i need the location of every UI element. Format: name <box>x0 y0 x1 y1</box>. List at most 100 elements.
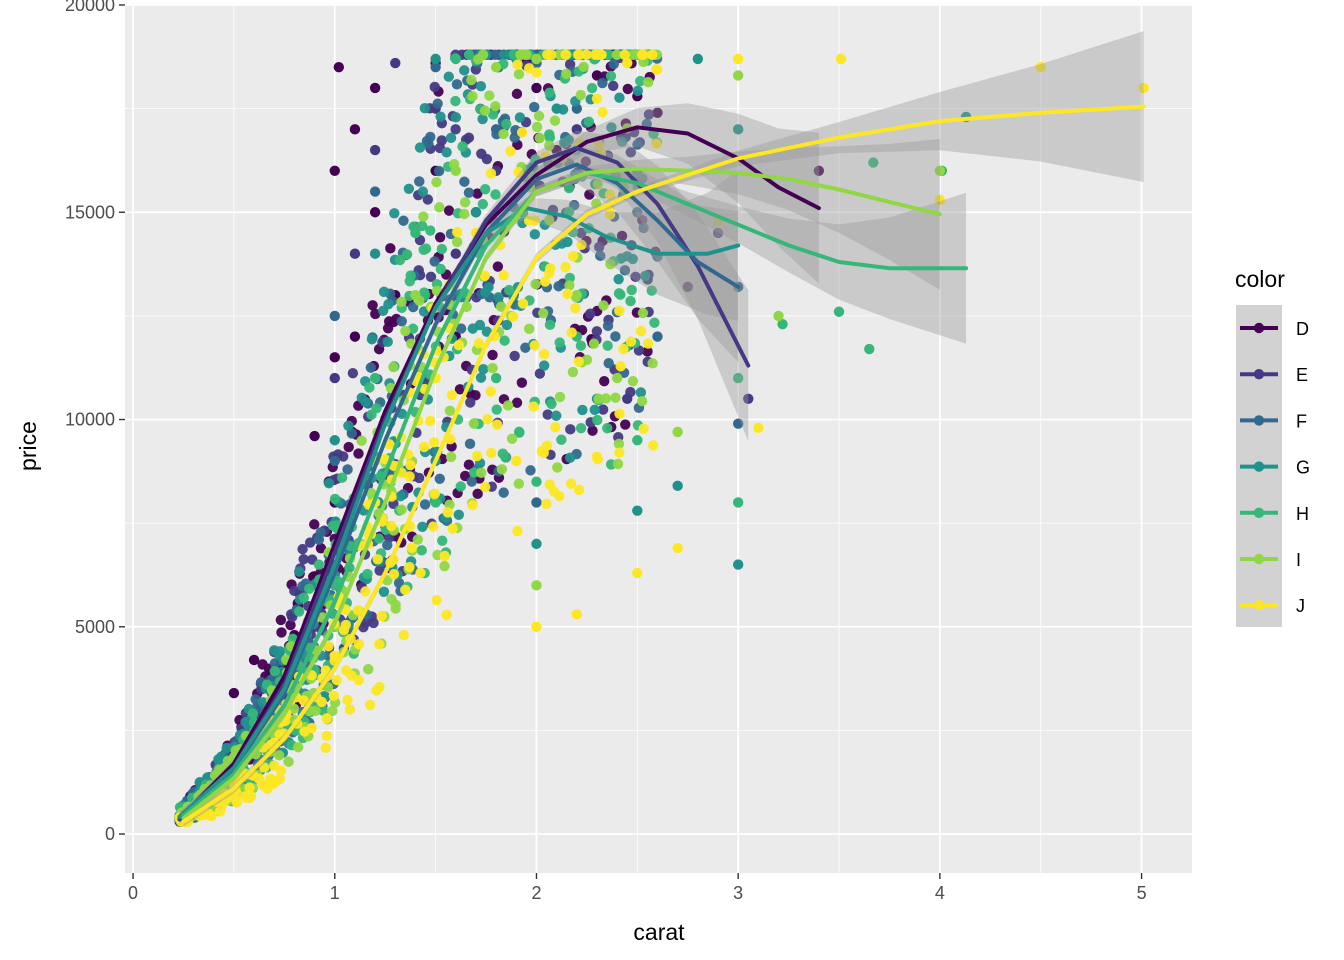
data-point <box>490 189 501 200</box>
data-point <box>489 49 501 60</box>
data-point <box>369 248 381 259</box>
data-point <box>439 560 450 572</box>
data-point <box>298 554 309 565</box>
data-point <box>304 583 315 594</box>
data-point <box>369 82 381 94</box>
data-point <box>269 658 281 669</box>
data-point <box>429 256 440 267</box>
data-point <box>418 441 430 453</box>
data-point <box>434 232 446 243</box>
data-point <box>503 284 515 296</box>
data-point <box>481 326 493 337</box>
data-point <box>565 424 576 435</box>
data-point <box>389 208 400 219</box>
data-point <box>562 288 573 300</box>
data-point <box>349 248 361 259</box>
y-tick-label: 15000 <box>65 202 115 222</box>
data-point <box>622 83 633 95</box>
data-point <box>445 132 457 144</box>
data-point <box>576 227 587 239</box>
x-axis-title: carat <box>633 919 685 945</box>
legend-label: J <box>1296 596 1305 616</box>
y-tick-label: 20000 <box>65 0 115 15</box>
legend: color D E F G H I J <box>1235 266 1310 627</box>
data-point <box>573 484 585 496</box>
data-point <box>651 64 663 75</box>
data-point <box>369 372 381 384</box>
data-point <box>364 382 375 393</box>
data-point <box>625 336 637 347</box>
data-point <box>531 538 542 550</box>
data-point <box>627 375 639 387</box>
data-point <box>529 101 540 113</box>
data-point <box>490 124 502 135</box>
data-point <box>573 356 584 367</box>
data-point <box>550 422 561 433</box>
legend-items: D E F G H I J <box>1236 307 1310 627</box>
x-axis: 0 1 2 3 4 5 <box>128 873 1147 903</box>
legend-key-point <box>1253 553 1265 565</box>
data-point <box>732 559 744 570</box>
data-point <box>511 88 523 100</box>
legend-label: D <box>1296 319 1309 339</box>
data-point <box>479 481 491 493</box>
data-point <box>618 343 629 355</box>
y-axis-title: price <box>15 421 41 471</box>
data-point <box>447 523 458 534</box>
data-point <box>581 49 592 60</box>
data-point <box>491 404 502 415</box>
data-point <box>338 624 350 636</box>
data-point <box>405 270 416 281</box>
data-point <box>396 504 407 515</box>
data-point <box>450 53 461 65</box>
data-point <box>283 756 294 767</box>
data-point <box>591 451 603 463</box>
legend-item-I: I <box>1236 538 1301 580</box>
data-point <box>475 467 487 479</box>
data-point <box>635 387 647 398</box>
data-point <box>424 415 436 427</box>
data-point <box>468 418 480 429</box>
data-point <box>276 627 287 638</box>
data-point <box>682 281 693 293</box>
data-point <box>672 480 683 492</box>
data-point <box>732 418 744 429</box>
data-point <box>454 384 466 395</box>
data-point <box>507 311 519 322</box>
y-axis: 0 5000 10000 15000 20000 <box>65 0 125 844</box>
data-point <box>422 194 433 205</box>
data-point <box>353 448 364 459</box>
data-point <box>431 177 442 188</box>
data-point <box>363 664 374 675</box>
data-point <box>1138 82 1149 94</box>
data-point <box>712 227 724 239</box>
data-point <box>376 610 388 622</box>
data-point <box>544 129 555 140</box>
smooth-line-I <box>181 166 942 821</box>
data-point <box>435 263 446 275</box>
data-point <box>338 451 349 462</box>
data-point <box>343 441 354 453</box>
data-point <box>608 58 619 70</box>
data-point <box>373 533 385 544</box>
data-point <box>620 419 631 430</box>
data-point <box>450 248 461 259</box>
data-point <box>485 168 497 179</box>
data-point <box>553 281 564 292</box>
data-point <box>512 525 523 537</box>
data-point <box>549 115 561 126</box>
data-point <box>366 409 377 420</box>
data-point <box>372 554 383 565</box>
data-point <box>499 335 510 346</box>
legend-item-H: H <box>1236 491 1309 534</box>
data-point <box>431 594 442 606</box>
data-point <box>539 348 550 360</box>
data-point <box>487 109 499 120</box>
data-point <box>445 451 457 463</box>
data-point <box>616 230 628 242</box>
data-point <box>455 481 466 492</box>
data-point <box>444 405 456 416</box>
data-point <box>534 132 545 144</box>
data-point <box>450 112 462 123</box>
data-point <box>591 326 603 337</box>
